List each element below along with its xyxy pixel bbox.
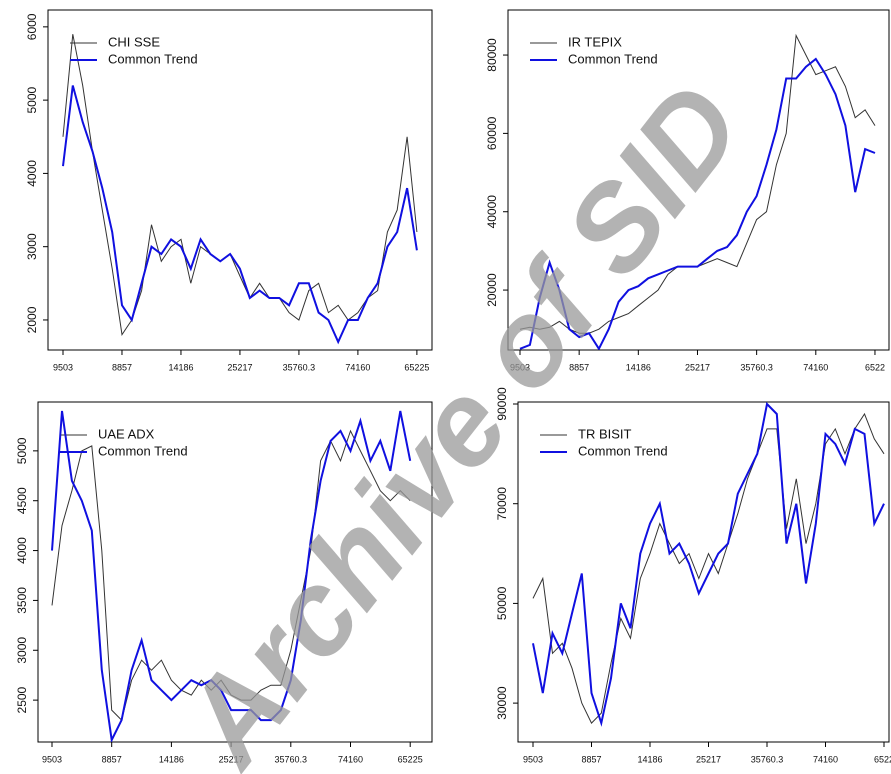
x-tick-label: 25217 [227,362,252,372]
series-line [51,410,412,742]
x-tick-label: 6522 [865,362,885,372]
x-tick-label: 74160 [345,362,370,372]
x-tick-label: 14186 [159,754,184,764]
x-tick-label: 25217 [696,754,721,764]
y-tick-label: 60000 [485,116,499,150]
y-tick-label: 4000 [25,160,39,187]
x-tick-label: 35760.3 [751,754,784,764]
y-tick-label: 2000 [25,306,39,333]
x-tick-label: 9503 [42,754,62,764]
x-tick-label: 8857 [102,754,122,764]
watermark: Archive of SID [156,60,768,774]
plot-frame [507,9,890,351]
legend-label: Common Trend [578,443,668,458]
y-tick-label: 3000 [25,233,39,260]
x-tick-label: 14186 [168,362,193,372]
x-tick-label: 35760.3 [740,362,773,372]
y-tick-label: 3500 [15,587,29,614]
panel: 30000 50000 70000 90000 9503 8857 14186 25217 35… [495,387,891,764]
y-tick-label: 3000 [15,637,29,664]
x-tick-label: 8857 [112,362,132,372]
series-line [532,412,885,724]
panel: 2000 3000 4000 5000 6000 9503 8857 14186 25217 35… [25,9,433,372]
y-tick-label: 20000 [485,273,499,307]
x-tick-label: 8857 [581,754,601,764]
x-tick-label: 6522 [874,754,891,764]
x-tick-label: 25217 [219,754,244,764]
x-tick-label: 74160 [338,754,363,764]
x-tick-label: 35760.3 [283,362,316,372]
x-tick-label: 14186 [637,754,662,764]
legend-label: IR TEPIX [568,34,622,49]
plot-frame [37,401,433,743]
x-tick-label: 8857 [569,362,589,372]
legend-label: Common Trend [98,443,188,458]
y-tick-label: 80000 [485,38,499,72]
y-tick-label: 70000 [495,487,509,521]
y-tick-label: 30000 [495,686,509,720]
y-tick-label: 5000 [15,437,29,464]
x-tick-label: 35760.3 [275,754,308,764]
x-tick-label: 9503 [523,754,543,764]
x-tick-label: 25217 [685,362,710,372]
y-tick-label: 2500 [15,686,29,713]
x-tick-label: 9503 [53,362,73,372]
x-tick-label: 9503 [510,362,530,372]
legend-label: CHI SSE [108,34,160,49]
panel: 20000 40000 60000 80000 9503 8857 14186 25217 35… [485,9,890,372]
plot-frame [47,9,433,351]
y-tick-label: 4000 [15,537,29,564]
x-tick-label: 14186 [626,362,651,372]
legend-label: TR BISIT [578,426,632,441]
legend-label: Common Trend [108,51,198,66]
y-tick-label: 4500 [15,487,29,514]
series-line [532,402,885,727]
x-tick-label: 65225 [398,754,423,764]
y-tick-label: 90000 [495,387,509,421]
series-line [51,429,411,722]
series-line [519,57,876,350]
x-tick-label: 74160 [803,362,828,372]
y-tick-label: 6000 [25,13,39,40]
y-tick-label: 50000 [495,586,509,620]
legend-label: Common Trend [568,51,658,66]
legend-label: UAE ADX [98,426,155,441]
panel: 2500 3000 3500 4000 4500 5000 9503 8857 14186 252… [15,401,433,764]
plot-frame [517,401,890,743]
y-tick-label: 40000 [485,195,499,229]
series-line [62,34,418,336]
x-tick-label: 65225 [404,362,429,372]
x-tick-label: 74160 [813,754,838,764]
y-tick-label: 5000 [25,86,39,113]
series-line [62,85,418,345]
